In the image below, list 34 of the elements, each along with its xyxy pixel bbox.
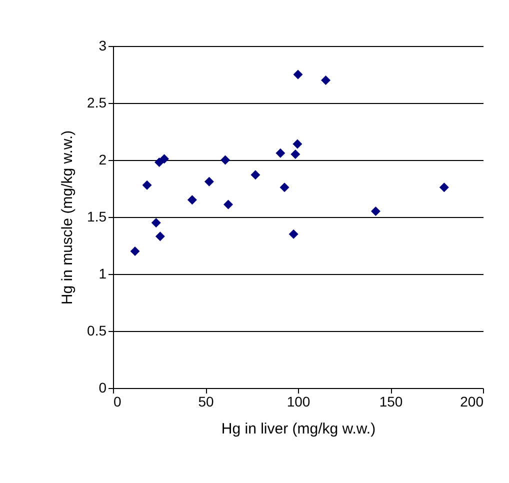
point xyxy=(151,218,161,228)
x-tick-label: 200 xyxy=(460,394,484,410)
y-tick-label: 0 xyxy=(98,380,107,396)
point xyxy=(280,182,290,192)
point xyxy=(370,206,380,216)
point xyxy=(439,182,449,192)
point xyxy=(220,155,230,165)
x-tick-label: 150 xyxy=(379,394,403,410)
y-tick-label: 3 xyxy=(98,38,107,54)
point xyxy=(250,170,260,180)
y-tick-label: 1 xyxy=(98,266,107,282)
x-tick-label: 0 xyxy=(114,394,122,410)
point xyxy=(290,150,300,160)
point xyxy=(130,246,140,256)
y-axis-title: Hg in muscle (mg/kg w.w.) xyxy=(59,130,76,305)
point xyxy=(160,154,169,164)
point xyxy=(187,195,197,205)
point xyxy=(154,158,164,168)
point xyxy=(293,70,303,80)
point xyxy=(288,229,298,239)
point xyxy=(204,176,214,186)
point xyxy=(224,200,233,210)
x-axis-title: Hg in liver (mg/kg w.w.) xyxy=(221,420,376,438)
x-tick-label: 50 xyxy=(198,394,214,410)
point xyxy=(276,148,286,158)
y-tick-label: 0.5 xyxy=(87,322,107,338)
y-tick-label: 2 xyxy=(98,152,107,168)
point xyxy=(155,232,165,242)
y-tick-label: 1.5 xyxy=(87,208,107,224)
point xyxy=(321,75,330,85)
point xyxy=(142,180,152,190)
point xyxy=(292,139,302,149)
x-tick-label: 100 xyxy=(286,394,310,410)
y-tick-label: 2.5 xyxy=(87,94,107,110)
